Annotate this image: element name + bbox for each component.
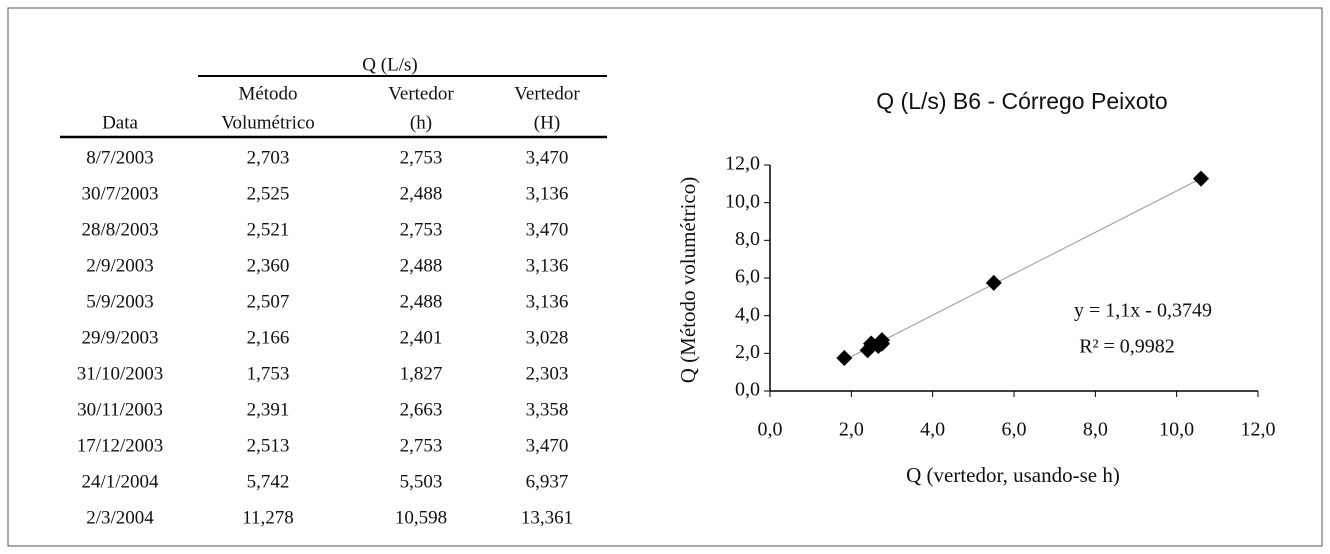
table-cell: 3,470 xyxy=(526,435,569,456)
table-cell: 2/9/2003 xyxy=(86,255,154,276)
table-cell: 3,470 xyxy=(526,219,569,240)
table-cell: 2,488 xyxy=(400,183,443,204)
table-cell: 5,503 xyxy=(400,471,443,492)
r-squared: R² = 0,9982 xyxy=(1079,336,1175,358)
group-header: Q (L/s) xyxy=(362,54,417,75)
table-cell: 3,136 xyxy=(526,291,569,312)
table-cell: 6,937 xyxy=(526,471,569,492)
x-tick-label: 2,0 xyxy=(839,419,864,441)
table-cell: 2,303 xyxy=(526,363,569,384)
x-axis-label: Q (vertedor, usando-se h) xyxy=(906,463,1120,487)
table-cell: 3,358 xyxy=(526,399,569,420)
table-cell: 2,703 xyxy=(247,147,290,168)
y-tick-label: 2,0 xyxy=(735,341,760,363)
table-cell: 8/7/2003 xyxy=(86,147,154,168)
table-cell: 31/10/2003 xyxy=(77,363,164,384)
y-tick-label: 10,0 xyxy=(725,190,760,212)
x-tick-label: 8,0 xyxy=(1083,419,1108,441)
table-cell: 30/7/2003 xyxy=(81,183,158,204)
table-cell: 17/12/2003 xyxy=(77,435,164,456)
trendline xyxy=(844,177,1202,361)
table-cell: 2,753 xyxy=(400,435,443,456)
table-cell: 2,488 xyxy=(400,255,443,276)
point xyxy=(836,349,853,366)
table-cell: 3,028 xyxy=(526,327,569,348)
column-header: (h) xyxy=(410,112,432,133)
y-tick-label: 0,0 xyxy=(735,379,760,401)
table-cell: 2,488 xyxy=(400,291,443,312)
column-header: Volumétrico xyxy=(221,112,315,133)
table-cell: 2,753 xyxy=(400,219,443,240)
chart-title: Q (L/s) B6 - Córrego Peixoto xyxy=(876,88,1167,114)
table-cell: 29/9/2003 xyxy=(81,327,158,348)
table-cell: 2,166 xyxy=(247,327,290,348)
table-cell: 5/9/2003 xyxy=(86,291,154,312)
table-cell: 2,513 xyxy=(247,435,290,456)
frame xyxy=(7,7,1323,547)
table-cell: 11,278 xyxy=(242,507,294,528)
table-cell: 2,391 xyxy=(247,399,290,420)
trendline-equation: y = 1,1x - 0,3749 xyxy=(1074,300,1212,322)
table-cell: 30/11/2003 xyxy=(77,399,163,420)
table-cell: 2/3/2004 xyxy=(86,507,154,528)
table-cell: 2,507 xyxy=(247,291,290,312)
table-cell: 10,598 xyxy=(395,507,447,528)
point xyxy=(1192,170,1209,187)
table-cell: 1,753 xyxy=(247,363,290,384)
x-tick-label: 10,0 xyxy=(1159,419,1194,441)
point xyxy=(873,335,890,352)
table-cell: 1,827 xyxy=(400,363,443,384)
table-cell: 3,470 xyxy=(526,147,569,168)
column-header: Vertedor xyxy=(388,83,454,104)
table-cell: 13,361 xyxy=(521,507,573,528)
table-cell: 2,525 xyxy=(247,183,290,204)
x-tick-label: 0,0 xyxy=(758,419,783,441)
x-tick-label: 4,0 xyxy=(920,419,945,441)
table-cell: 2,360 xyxy=(247,255,290,276)
table-cell: 2,663 xyxy=(400,399,443,420)
column-header: (H) xyxy=(534,112,560,133)
table-cell: 2,521 xyxy=(247,219,290,240)
y-tick-label: 8,0 xyxy=(735,228,760,250)
y-tick-label: 4,0 xyxy=(735,303,760,325)
table-cell: 3,136 xyxy=(526,183,569,204)
column-header: Vertedor xyxy=(514,83,580,104)
column-header: Método xyxy=(238,83,297,104)
table-cell: 5,742 xyxy=(247,471,290,492)
y-axis-label: Q (Método volumétrico) xyxy=(676,177,700,383)
point xyxy=(985,274,1002,291)
table-cell: 2,401 xyxy=(400,327,443,348)
table-cell: 28/8/2003 xyxy=(81,219,158,240)
table-cell: 3,136 xyxy=(526,255,569,276)
x-tick-label: 12,0 xyxy=(1241,419,1276,441)
table-cell: 24/1/2004 xyxy=(81,471,159,492)
y-tick-label: 12,0 xyxy=(725,153,760,175)
column-header: Data xyxy=(102,112,138,133)
y-tick-label: 6,0 xyxy=(735,266,760,288)
table-cell: 2,753 xyxy=(400,147,443,168)
x-tick-label: 6,0 xyxy=(1002,419,1027,441)
